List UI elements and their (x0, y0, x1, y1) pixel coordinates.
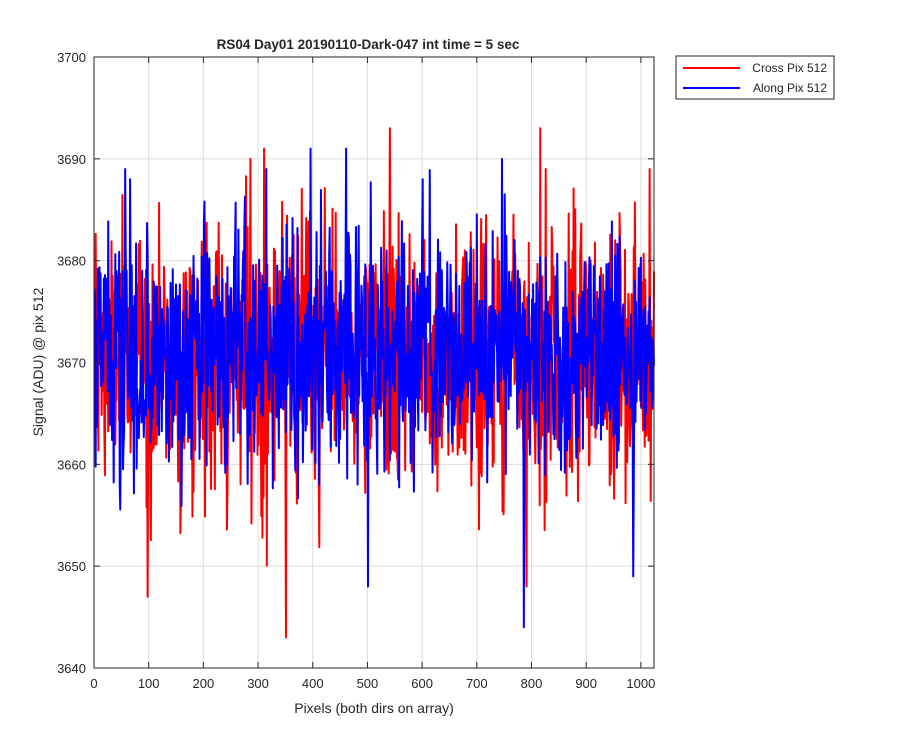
ticks: 0 100 200 300 400 500 600 700 800 900 1000 3640 3650… (57, 50, 655, 691)
x-tick-label: 400 (302, 676, 324, 691)
x-tick-label: 500 (357, 676, 379, 691)
x-tick-label: 600 (411, 676, 433, 691)
legend: Cross Pix 512 Along Pix 512 (675, 55, 835, 100)
legend-label-cross: Cross Pix 512 (752, 61, 827, 75)
x-tick-label: 300 (247, 676, 269, 691)
y-tick-label: 3650 (57, 559, 86, 574)
y-tick-label: 3660 (57, 457, 86, 472)
legend-label-along: Along Pix 512 (753, 81, 827, 95)
legend-box (675, 55, 835, 100)
x-tick-label: 900 (575, 676, 597, 691)
series-line-along-pix-512 (93, 147, 655, 629)
y-tick-label: 3670 (57, 356, 86, 371)
series-group (93, 127, 655, 639)
x-tick-label: 0 (90, 676, 97, 691)
x-tick-label: 800 (521, 676, 543, 691)
y-tick-label: 3690 (57, 152, 86, 167)
x-tick-label: 100 (138, 676, 160, 691)
y-tick-label: 3680 (57, 254, 86, 269)
y-tick-label: 3700 (57, 50, 86, 65)
x-tick-label: 1000 (626, 676, 655, 691)
y-tick-label: 3640 (57, 661, 86, 676)
x-tick-label: 200 (193, 676, 215, 691)
y-axis-label: Signal (ADU) @ pix 512 (30, 287, 46, 436)
chart-title: RS04 Day01 20190110-Dark-047 int time = … (217, 37, 520, 52)
x-tick-label: 700 (466, 676, 488, 691)
x-axis-label: Pixels (both dirs on array) (294, 700, 454, 716)
